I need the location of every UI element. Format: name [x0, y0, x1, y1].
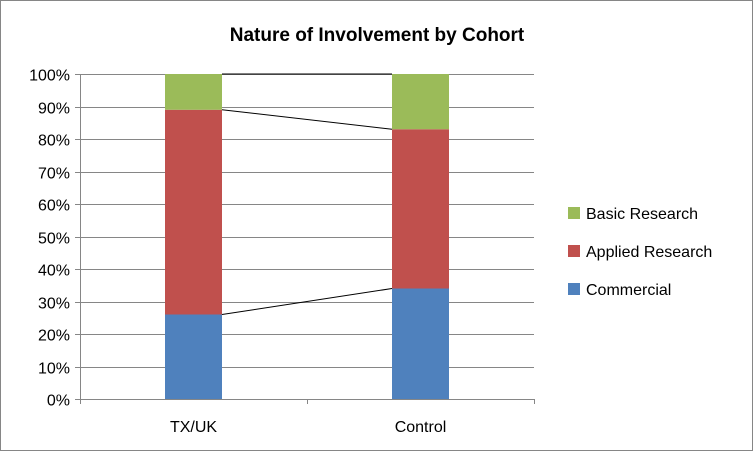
chart-title: Nature of Involvement by Cohort	[230, 25, 525, 46]
y-tick-label: 80%	[38, 133, 70, 150]
gridlines	[80, 74, 534, 368]
x-tick-label: TX/UK	[170, 419, 217, 436]
y-tick-label: 100%	[29, 68, 70, 85]
x-axis-ticks: TX/UK Control	[80, 399, 535, 436]
series-line	[221, 109, 393, 130]
bar-segment	[165, 74, 222, 110]
y-tick-label: 90%	[38, 101, 70, 118]
series-lines	[221, 73, 393, 315]
bar-segment	[392, 74, 449, 130]
legend-label: Basic Research	[586, 206, 698, 223]
y-axis-ticks: 0% 10% 20% 30% 40% 50% 60% 70% 80% 90% 100%	[29, 68, 80, 410]
x-tick-label: Control	[395, 419, 447, 436]
y-tick-label: 60%	[38, 198, 70, 215]
axes	[80, 74, 534, 400]
y-tick-label: 0%	[47, 393, 70, 410]
bar-segment	[165, 109, 222, 315]
y-tick-label: 70%	[38, 166, 70, 183]
y-tick-label: 20%	[38, 328, 70, 345]
bar-segment	[392, 129, 449, 289]
y-tick-label: 50%	[38, 231, 70, 248]
y-tick-label: 30%	[38, 296, 70, 313]
legend: Basic Research Applied Research Commercial	[568, 206, 712, 299]
legend-label: Commercial	[586, 282, 671, 299]
legend-swatch	[568, 283, 580, 295]
y-tick-label: 10%	[38, 361, 70, 378]
bar-segment	[165, 314, 222, 399]
series-line	[221, 288, 393, 315]
y-tick-label: 40%	[38, 263, 70, 280]
bar-segment	[392, 288, 449, 399]
bars	[165, 74, 449, 399]
legend-swatch	[568, 207, 580, 219]
legend-label: Applied Research	[586, 244, 712, 261]
legend-swatch	[568, 245, 580, 257]
